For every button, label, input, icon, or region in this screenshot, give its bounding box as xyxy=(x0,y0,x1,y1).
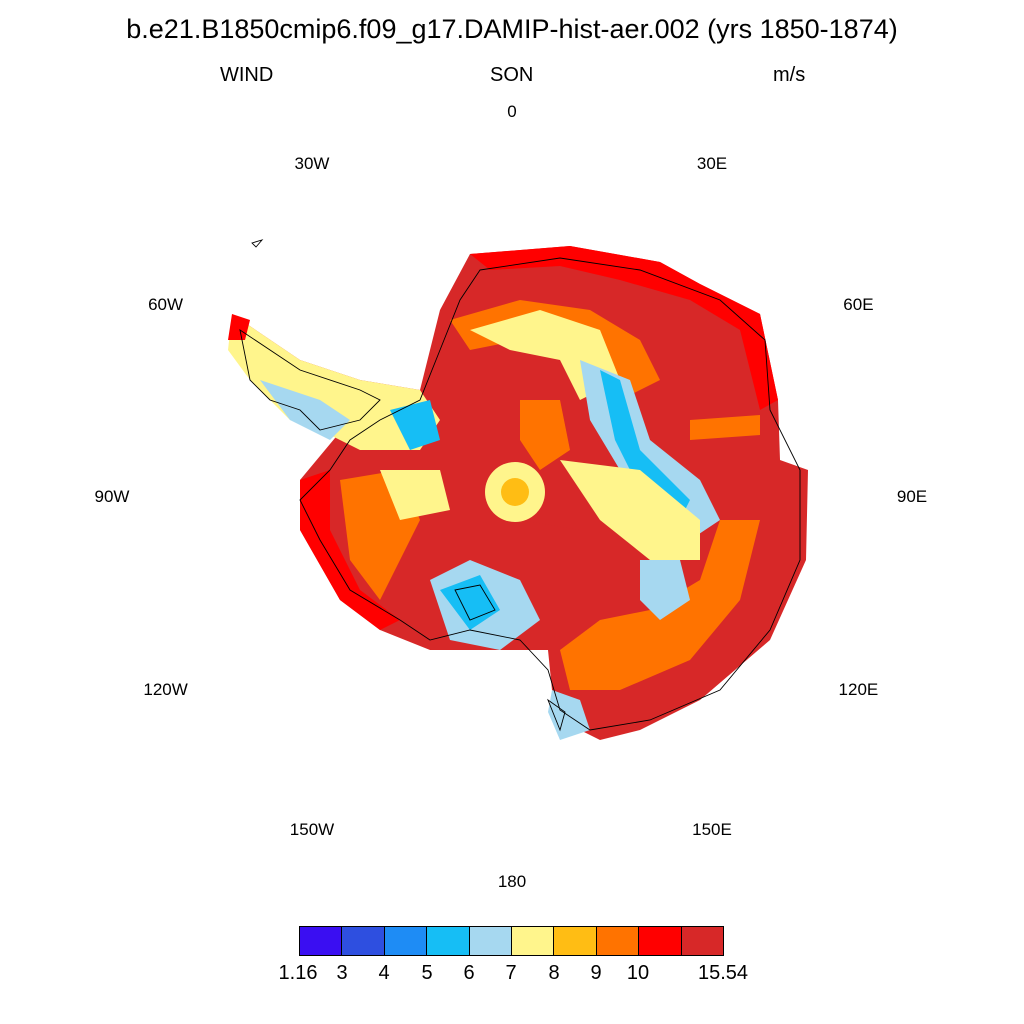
longitude-label: 30W xyxy=(294,153,330,173)
longitude-label: 180 xyxy=(497,872,527,891)
colorbar-swatch xyxy=(468,926,512,956)
colorbar-label: 15.54 xyxy=(697,962,749,984)
colorbar-swatch xyxy=(383,926,428,956)
colorbar-label: 6 xyxy=(463,962,475,984)
longitude-label: 120W xyxy=(143,679,188,699)
left-string: WIND xyxy=(220,64,274,86)
wind-field xyxy=(228,246,808,740)
longitude-label: 0 xyxy=(507,102,517,121)
plot-title: b.e21.B1850cmip6.f09_g17.DAMIP-hist-aer.… xyxy=(126,14,898,44)
longitude-label: 150E xyxy=(692,820,732,840)
center-string: SON xyxy=(490,64,534,86)
colorbar-swatch xyxy=(553,926,597,956)
longitude-label: 30E xyxy=(696,153,728,173)
colorbar-swatch xyxy=(680,926,724,956)
longitude-label: 150W xyxy=(289,820,335,840)
longitude-label: 90W xyxy=(94,487,130,506)
right-string: m/s xyxy=(773,64,806,86)
longitude-label: 120E xyxy=(838,679,879,699)
colorbar-swatch xyxy=(595,926,640,956)
colorbar-swatch xyxy=(426,926,470,956)
colorbar-label: 8 xyxy=(548,962,560,984)
colorbar-label: 9 xyxy=(590,962,602,984)
colorbar-swatch xyxy=(511,926,555,956)
colorbar-label: 3 xyxy=(336,962,348,984)
longitude-label: 90E xyxy=(896,487,928,506)
longitude-label: 60W xyxy=(148,294,184,314)
colorbar-label: 5 xyxy=(421,962,433,984)
colorbar-swatch xyxy=(341,926,385,956)
colorbar-swatch xyxy=(299,926,343,956)
colorbar-label: 10 xyxy=(626,962,650,984)
longitude-label: 60E xyxy=(843,294,874,314)
colorbar-swatch xyxy=(638,926,682,956)
colorbar-label: 4 xyxy=(378,962,390,984)
colorbar-label: 7 xyxy=(505,962,517,984)
colorbar-label: 1.16 xyxy=(278,962,318,984)
coastline xyxy=(239,239,801,732)
